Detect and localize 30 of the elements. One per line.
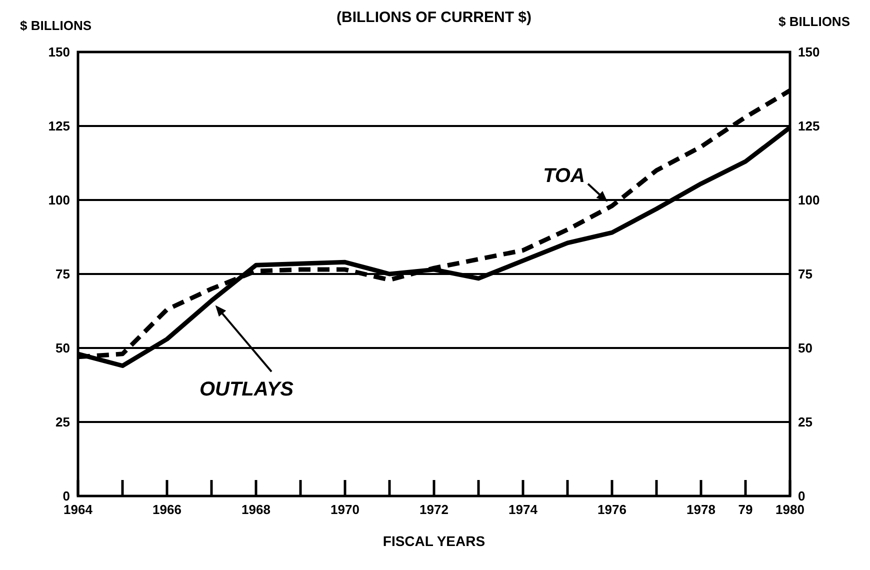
y2-tick-label: 125 xyxy=(798,118,820,134)
x-tick-label: 1972 xyxy=(420,502,448,517)
y-tick-label: 50 xyxy=(56,340,70,356)
y-axis-title: $ BILLIONS xyxy=(20,18,92,33)
y2-tick-label: 150 xyxy=(798,44,820,60)
y2-tick-label: 50 xyxy=(798,340,812,356)
x-tick-label: 1974 xyxy=(508,502,538,517)
y2-tick-label: 100 xyxy=(798,192,820,208)
y2-tick-label: 0 xyxy=(798,488,806,504)
y-tick-label: 0 xyxy=(62,488,70,504)
x-tick-label: 1980 xyxy=(776,502,804,517)
y2-axis-title: $ BILLIONS xyxy=(778,14,850,29)
text: OUTLAYS xyxy=(199,378,294,401)
x-tick-label: 1978 xyxy=(686,502,716,517)
x-tick-label: 1976 xyxy=(598,502,626,517)
x-tick-label: 79 xyxy=(738,502,753,517)
y-tick-label: 100 xyxy=(48,192,70,208)
y2-tick-label: 25 xyxy=(798,414,812,430)
y2-tick-label: 75 xyxy=(798,266,812,282)
x-axis-title: FISCAL YEARS xyxy=(382,533,486,549)
x-tick-label: 1968 xyxy=(242,502,270,517)
y-tick-label: 150 xyxy=(48,44,70,60)
y-tick-label: 75 xyxy=(56,266,70,282)
y-tick-label: 125 xyxy=(48,118,70,134)
y-tick-label: 25 xyxy=(56,414,70,430)
x-tick-label: 1964 xyxy=(64,502,94,517)
x-tick-label: 1970 xyxy=(330,502,360,517)
x-tick-label: 1966 xyxy=(152,502,182,517)
series-label: TOA xyxy=(543,164,585,187)
chart-title: (BILLIONS OF CURRENT $) xyxy=(336,9,532,26)
